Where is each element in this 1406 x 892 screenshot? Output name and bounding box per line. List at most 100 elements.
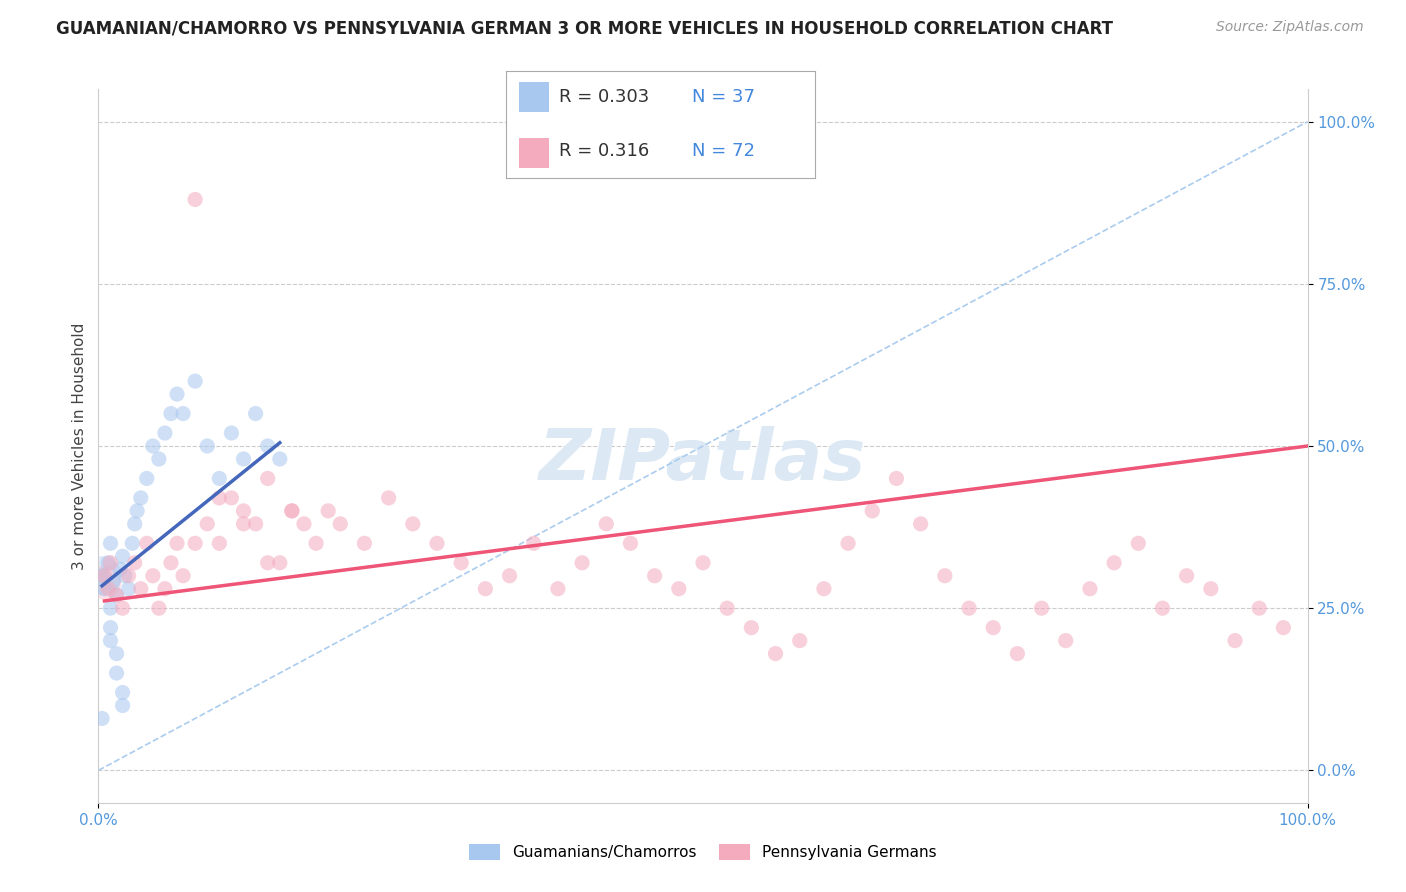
- Point: [111, 601, 134, 615]
- Point: [93, 575, 115, 590]
- Point: [450, 556, 472, 570]
- Point: [474, 582, 496, 596]
- Text: R = 0.303: R = 0.303: [558, 88, 650, 106]
- Point: [547, 582, 569, 596]
- Point: [232, 504, 254, 518]
- Point: [172, 407, 194, 421]
- Point: [129, 582, 152, 596]
- Point: [957, 601, 980, 615]
- Point: [100, 621, 122, 635]
- Point: [329, 516, 352, 531]
- Point: [1223, 633, 1246, 648]
- Point: [172, 568, 194, 582]
- Point: [100, 556, 122, 570]
- Point: [100, 536, 122, 550]
- Point: [426, 536, 449, 550]
- Text: GUAMANIAN/CHAMORRO VS PENNSYLVANIA GERMAN 3 OR MORE VEHICLES IN HOUSEHOLD CORREL: GUAMANIAN/CHAMORRO VS PENNSYLVANIA GERMA…: [56, 20, 1114, 37]
- Point: [153, 425, 176, 440]
- Point: [789, 633, 811, 648]
- Point: [281, 504, 304, 518]
- Point: [1199, 582, 1222, 596]
- Point: [256, 439, 278, 453]
- Point: [118, 582, 141, 596]
- Point: [108, 562, 131, 576]
- Point: [305, 536, 328, 550]
- Point: [886, 471, 908, 485]
- Point: [135, 471, 157, 485]
- Legend: Guamanians/Chamorros, Pennsylvania Germans: Guamanians/Chamorros, Pennsylvania Germa…: [463, 838, 943, 866]
- Point: [837, 536, 859, 550]
- Point: [1128, 536, 1150, 550]
- Point: [93, 568, 115, 582]
- Point: [148, 452, 170, 467]
- Point: [100, 633, 122, 648]
- Point: [1031, 601, 1053, 615]
- Point: [644, 568, 666, 582]
- Point: [1272, 621, 1295, 635]
- Point: [111, 549, 134, 564]
- Point: [981, 621, 1004, 635]
- Point: [142, 568, 165, 582]
- Point: [184, 193, 207, 207]
- Point: [910, 516, 932, 531]
- Point: [221, 425, 243, 440]
- Point: [498, 568, 520, 582]
- Text: ZIPatlas: ZIPatlas: [540, 425, 866, 495]
- Point: [124, 556, 146, 570]
- Point: [377, 491, 399, 505]
- Point: [105, 588, 128, 602]
- Text: N = 72: N = 72: [692, 142, 755, 160]
- Point: [1175, 568, 1198, 582]
- Y-axis label: 3 or more Vehicles in Household: 3 or more Vehicles in Household: [72, 322, 87, 570]
- Point: [740, 621, 762, 635]
- Point: [1007, 647, 1029, 661]
- Point: [148, 601, 170, 615]
- Point: [111, 698, 134, 713]
- Point: [91, 568, 114, 582]
- Point: [114, 568, 136, 582]
- Point: [111, 685, 134, 699]
- Point: [208, 471, 231, 485]
- Point: [1102, 556, 1125, 570]
- Point: [692, 556, 714, 570]
- Bar: [519, 137, 550, 168]
- Point: [121, 536, 143, 550]
- Point: [232, 452, 254, 467]
- Point: [91, 711, 114, 725]
- Point: [1152, 601, 1174, 615]
- Text: N = 37: N = 37: [692, 88, 755, 106]
- Point: [1054, 633, 1077, 648]
- Point: [91, 568, 114, 582]
- Point: [195, 439, 218, 453]
- Point: [256, 556, 278, 570]
- Point: [245, 516, 267, 531]
- Point: [129, 491, 152, 505]
- Point: [245, 407, 267, 421]
- Text: Source: ZipAtlas.com: Source: ZipAtlas.com: [1216, 20, 1364, 34]
- Point: [813, 582, 835, 596]
- Point: [269, 452, 291, 467]
- Point: [118, 568, 141, 582]
- Point: [195, 516, 218, 531]
- Point: [97, 556, 120, 570]
- Point: [160, 407, 183, 421]
- Point: [1078, 582, 1101, 596]
- Point: [105, 647, 128, 661]
- Point: [93, 582, 115, 596]
- Point: [269, 556, 291, 570]
- Point: [97, 582, 120, 596]
- Point: [105, 588, 128, 602]
- Point: [619, 536, 641, 550]
- Point: [256, 471, 278, 485]
- Point: [716, 601, 738, 615]
- Point: [232, 516, 254, 531]
- Point: [1249, 601, 1271, 615]
- Point: [101, 575, 124, 590]
- Point: [124, 516, 146, 531]
- Point: [208, 536, 231, 550]
- Bar: [519, 82, 550, 112]
- Point: [595, 516, 617, 531]
- Point: [523, 536, 546, 550]
- Point: [292, 516, 315, 531]
- Point: [571, 556, 593, 570]
